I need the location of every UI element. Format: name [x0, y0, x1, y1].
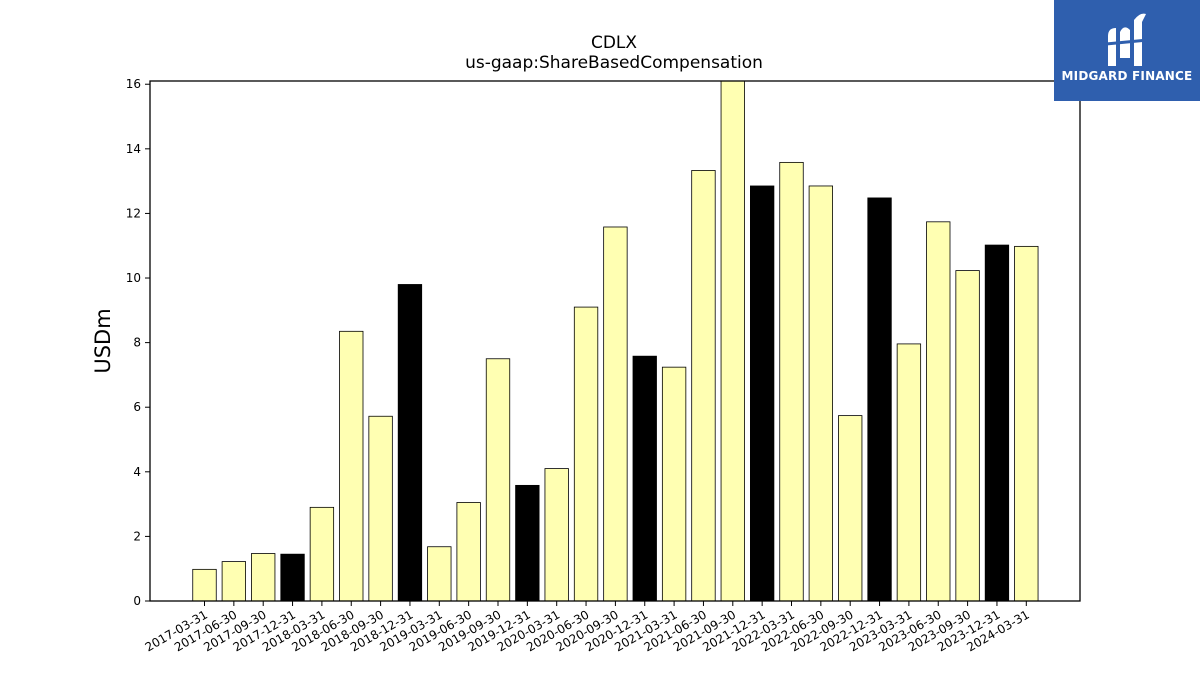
y-axis-label: USDm	[91, 308, 115, 373]
bar-2020-06-30	[573, 306, 599, 602]
bar-2022-12-31	[867, 197, 892, 602]
y-tick-label: 10	[126, 271, 141, 285]
chart-title: CDLX	[591, 33, 637, 53]
bar-2019-06-30	[456, 502, 481, 602]
bar-2018-06-30	[339, 330, 364, 602]
y-tick-label: 4	[133, 465, 141, 479]
bar-2021-12-31	[750, 185, 775, 602]
y-tick-label: 8	[133, 336, 141, 350]
bar-2021-06-30	[691, 170, 716, 602]
bar-2020-03-31	[544, 468, 569, 602]
bar-2020-09-30	[603, 226, 628, 602]
y-tick-label: 12	[126, 206, 141, 220]
bar-2023-12-31	[984, 244, 1010, 602]
bar-2018-03-31	[309, 506, 335, 602]
bar-2017-03-31	[192, 568, 217, 602]
bar-2021-09-30	[720, 80, 745, 602]
bar-2022-03-31	[779, 161, 804, 602]
bar-2024-03-31	[1014, 245, 1039, 602]
y-tick-label: 0	[133, 594, 141, 608]
bar-2023-03-31	[896, 343, 922, 602]
bar-2019-03-31	[427, 546, 452, 602]
bar-2017-06-30	[221, 561, 247, 602]
bar-2019-09-30	[485, 358, 511, 602]
y-tick-label: 14	[126, 142, 141, 156]
chart-subtitle: us-gaap:ShareBasedCompensation	[465, 53, 763, 73]
y-tick-label: 16	[126, 77, 141, 91]
bar-2023-06-30	[926, 221, 951, 602]
x-axis-ticks: 2017-03-312017-06-302017-09-302017-12-31…	[143, 601, 1032, 654]
bar-2023-09-30	[955, 270, 980, 602]
bar-2020-12-31	[632, 355, 657, 602]
plot-frame	[149, 80, 1081, 602]
bar-2022-09-30	[838, 415, 863, 602]
bar-2021-03-31	[661, 366, 687, 602]
y-axis-ticks: 0 2 4 6 8 10 12 14 16	[126, 77, 150, 608]
bar-2019-12-31	[515, 484, 540, 602]
bar-2022-06-30	[808, 185, 833, 602]
logo-text: MIDGARD FINANCE	[1061, 69, 1193, 83]
bar-2017-12-31	[280, 553, 305, 602]
y-tick-label: 6	[133, 400, 141, 414]
bar-2018-09-30	[368, 415, 393, 602]
y-tick-label: 2	[133, 529, 141, 543]
midgard-finance-logo: MIDGARD FINANCE	[1054, 0, 1200, 101]
bar-2017-09-30	[251, 553, 276, 602]
bars-group	[192, 80, 1039, 602]
logo-mark-icon	[1105, 13, 1149, 67]
bar-2018-12-31	[397, 284, 423, 602]
